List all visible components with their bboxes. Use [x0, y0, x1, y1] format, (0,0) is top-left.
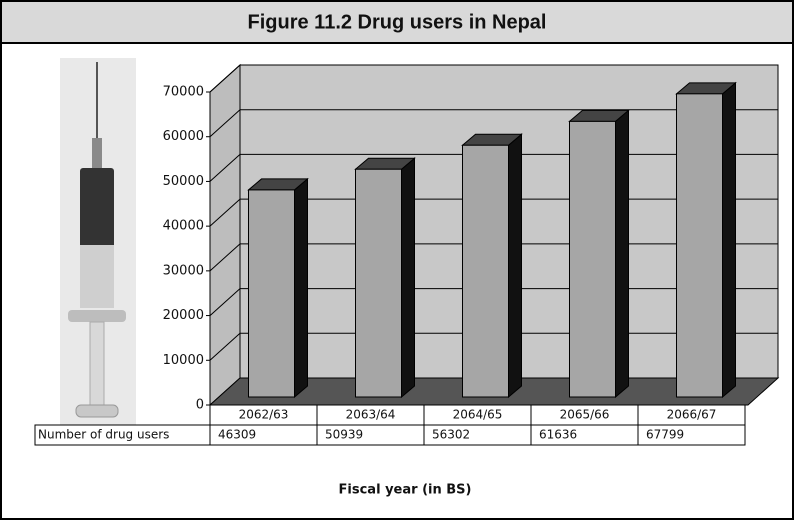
y-tick-label: 30000 [163, 263, 204, 278]
plunger [89, 321, 105, 408]
bar [569, 120, 616, 398]
y-tick-label: 70000 [163, 85, 204, 100]
table-value: 56302 [432, 428, 470, 442]
bar-side [401, 157, 415, 399]
bar-side [615, 109, 629, 399]
bar [355, 168, 402, 398]
bar [676, 93, 723, 398]
y-tick-label: 40000 [163, 219, 204, 234]
table-value: 50939 [325, 428, 363, 442]
hub [92, 138, 102, 168]
bar-side [508, 133, 522, 399]
x-tick-label: 2064/65 [453, 408, 503, 422]
syringe-illustration [60, 58, 136, 426]
y-tick-label: 20000 [163, 308, 204, 323]
table-value: 67799 [646, 428, 684, 442]
grid-line [209, 109, 778, 138]
flange [68, 310, 126, 322]
y-tick-label: 0 [196, 398, 204, 413]
x-tick-label: 2062/63 [239, 408, 289, 422]
chart-title: Figure 11.2 Drug users in Nepal [248, 11, 547, 33]
y-tick-label: 50000 [163, 174, 204, 189]
bar [462, 144, 509, 398]
x-tick-label: 2063/64 [346, 408, 396, 422]
x-tick-label: 2065/66 [560, 408, 610, 422]
bar-side [722, 81, 736, 399]
bar [248, 189, 295, 398]
barrel-clear [80, 245, 114, 308]
x-axis-label: Fiscal year (in BS) [339, 483, 472, 498]
grid-line [209, 64, 778, 93]
table-value: 46309 [218, 428, 256, 442]
plunger-head [75, 404, 119, 418]
table-row-values [34, 424, 746, 446]
x-tick-label: 2066/67 [667, 408, 717, 422]
header [0, 0, 794, 44]
side-wall [209, 63, 241, 407]
table-row-header: Number of drug users [38, 428, 169, 442]
y-tick-label: 60000 [163, 129, 204, 144]
bar-side [294, 177, 308, 399]
y-tick-label: 10000 [163, 353, 204, 368]
table-value: 61636 [539, 428, 577, 442]
